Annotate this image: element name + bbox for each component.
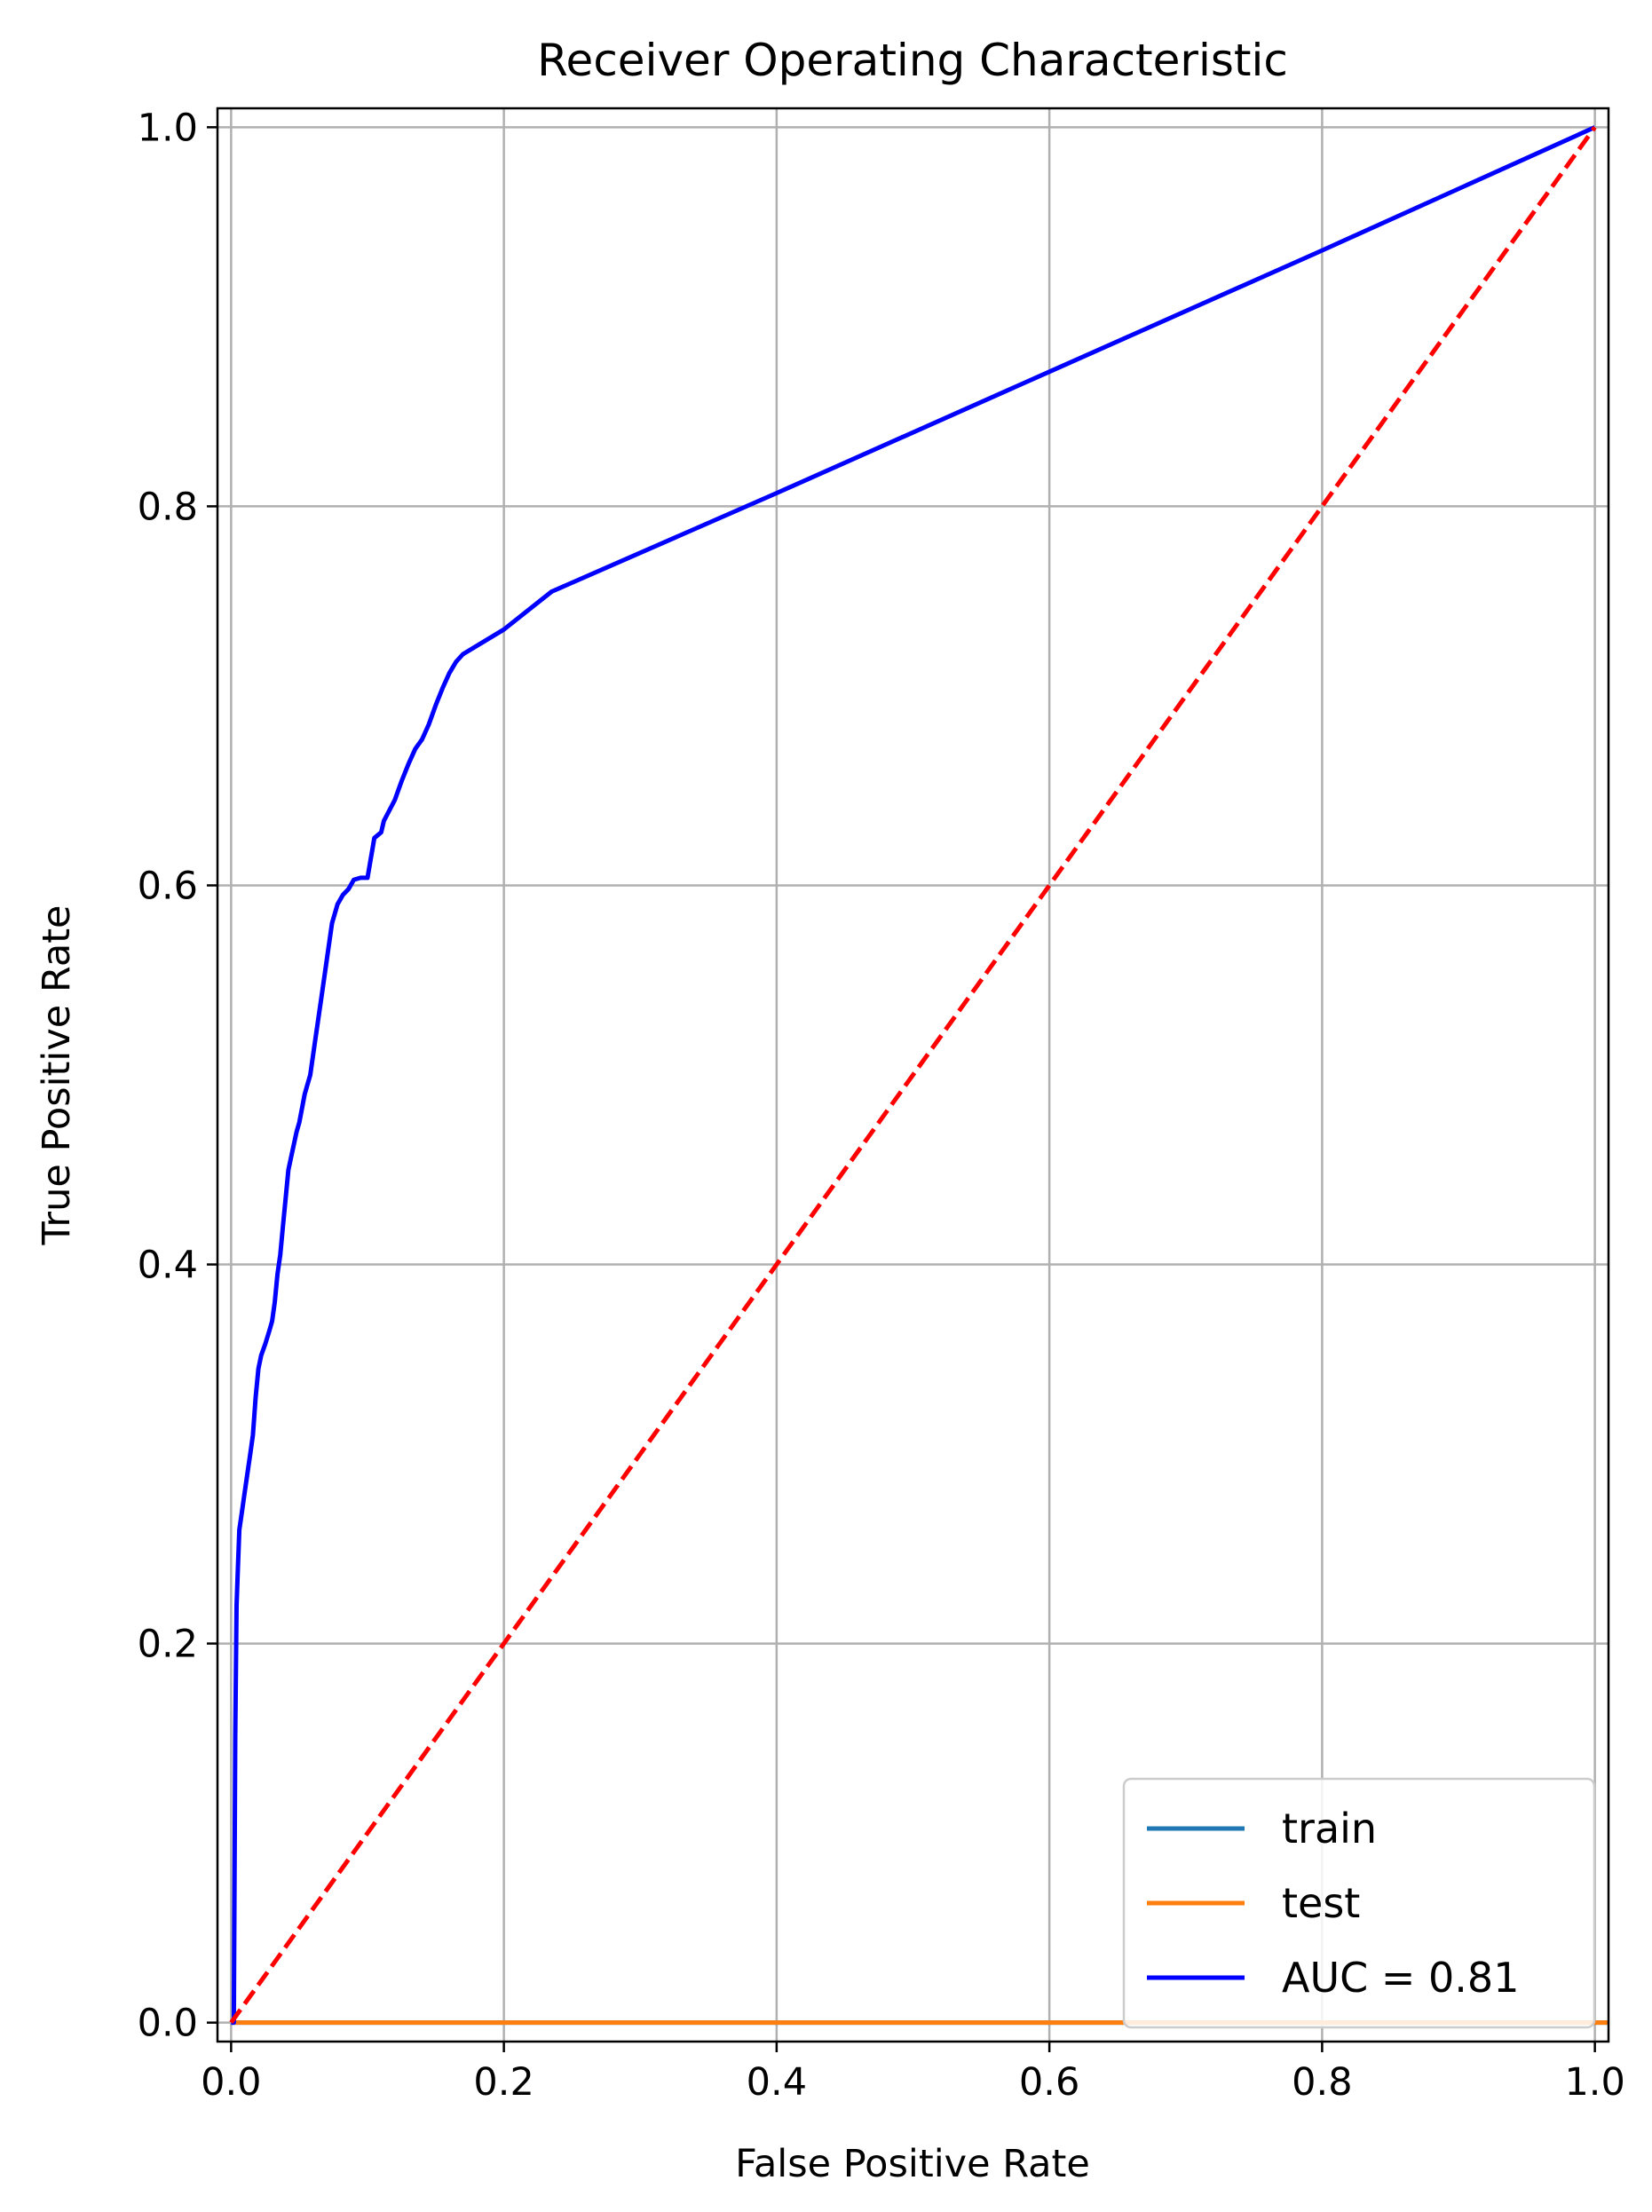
y-tick-label: 1.0 [138,106,198,150]
y-tick-label: 0.8 [138,485,198,529]
legend-box [1122,1777,1596,2029]
x-tick-label: 0.8 [1292,2060,1352,2105]
series-line-diagonal-reference [229,125,1597,2025]
plot-frame [216,107,1610,2043]
grid-lines [217,108,1609,2042]
axis-ticks: 0.0 0.2 0.4 0.6 0.8 1.0 0.0 0.2 0.4 0.6 0.8 1.0 [138,106,1625,2105]
x-tick-label: 0.0 [201,2060,261,2105]
y-tick-label: 0.4 [138,1244,198,1288]
x-axis-label: False Positive Rate [735,2142,1090,2186]
x-tick-label: 0.6 [1019,2060,1079,2105]
series-line-auc-0-81 [231,125,1596,2026]
y-tick-label: 0.0 [138,2002,198,2046]
y-tick-label: 0.2 [138,1623,198,1667]
x-tick-label: 1.0 [1564,2060,1624,2105]
legend-label: train [1282,1805,1377,1853]
x-tick-label: 0.2 [473,2060,534,2105]
y-tick-label: 0.6 [138,864,198,908]
legend: train test AUC = 0.81 [1122,1777,1596,2029]
x-tick-label: 0.4 [747,2060,807,2105]
y-axis-label: True Positive Rate [35,905,79,1245]
legend-label: AUC = 0.81 [1282,1954,1519,2002]
chart-title: Receiver Operating Characteristic [537,35,1288,86]
legend-label: test [1282,1879,1360,1927]
